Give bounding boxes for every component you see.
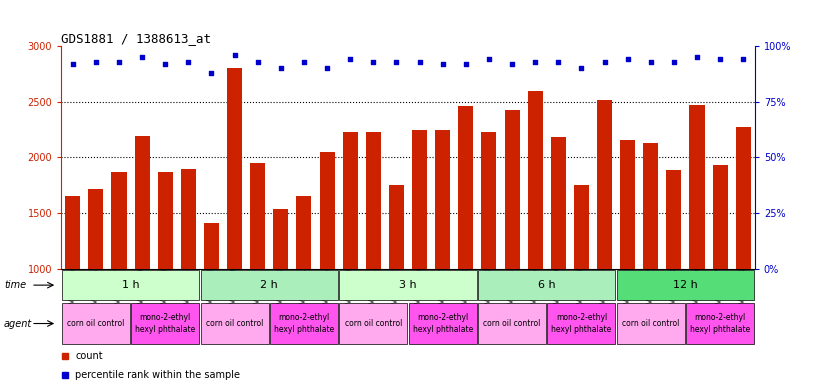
Point <box>344 56 357 63</box>
Bar <box>273 209 288 380</box>
Text: 6 h: 6 h <box>538 280 556 290</box>
Bar <box>690 105 704 380</box>
Point <box>529 59 542 65</box>
Bar <box>459 106 473 380</box>
FancyBboxPatch shape <box>62 270 199 300</box>
FancyBboxPatch shape <box>548 303 615 344</box>
Text: GDS1881 / 1388613_at: GDS1881 / 1388613_at <box>61 32 211 45</box>
Point <box>89 59 102 65</box>
Point <box>667 59 681 65</box>
Point <box>459 61 472 67</box>
Point <box>690 54 703 60</box>
Bar <box>181 169 196 380</box>
Text: 12 h: 12 h <box>673 280 698 290</box>
FancyBboxPatch shape <box>617 303 685 344</box>
Bar <box>227 68 242 380</box>
Point <box>321 65 334 71</box>
Point <box>713 56 726 63</box>
Bar <box>296 197 312 380</box>
Bar <box>551 137 565 380</box>
FancyBboxPatch shape <box>339 303 407 344</box>
Bar <box>736 127 751 380</box>
Point <box>621 56 634 63</box>
Bar <box>343 132 357 380</box>
Bar <box>251 163 265 380</box>
Bar <box>481 132 496 380</box>
Text: mono-2-ethyl
hexyl phthalate: mono-2-ethyl hexyl phthalate <box>135 313 195 334</box>
Bar <box>112 172 126 380</box>
FancyBboxPatch shape <box>201 270 338 300</box>
Bar <box>204 223 219 380</box>
Point <box>297 59 310 65</box>
Point <box>366 59 379 65</box>
Bar <box>88 189 104 380</box>
Text: agent: agent <box>4 318 33 329</box>
Bar <box>620 140 635 380</box>
Point <box>737 56 750 63</box>
Point <box>552 59 565 65</box>
FancyBboxPatch shape <box>131 303 199 344</box>
Text: corn oil control: corn oil control <box>206 319 264 328</box>
Point <box>182 59 195 65</box>
Bar <box>643 143 659 380</box>
Point <box>251 59 264 65</box>
Bar <box>667 170 681 380</box>
Point <box>205 70 218 76</box>
Bar <box>435 129 450 380</box>
FancyBboxPatch shape <box>339 270 477 300</box>
Text: corn oil control: corn oil control <box>483 319 541 328</box>
Point <box>505 61 518 67</box>
Text: 3 h: 3 h <box>399 280 417 290</box>
Bar <box>389 185 404 380</box>
Text: percentile rank within the sample: percentile rank within the sample <box>75 370 240 380</box>
Bar <box>366 132 381 380</box>
FancyBboxPatch shape <box>617 270 754 300</box>
Text: mono-2-ethyl
hexyl phthalate: mono-2-ethyl hexyl phthalate <box>552 313 611 334</box>
Point <box>135 54 149 60</box>
Point <box>413 59 426 65</box>
FancyBboxPatch shape <box>686 303 754 344</box>
Point <box>66 61 79 67</box>
Text: mono-2-ethyl
hexyl phthalate: mono-2-ethyl hexyl phthalate <box>274 313 334 334</box>
Point <box>598 59 611 65</box>
FancyBboxPatch shape <box>62 303 130 344</box>
Text: mono-2-ethyl
hexyl phthalate: mono-2-ethyl hexyl phthalate <box>413 313 472 334</box>
FancyBboxPatch shape <box>409 303 477 344</box>
Point <box>482 56 495 63</box>
Text: 1 h: 1 h <box>122 280 140 290</box>
Text: time: time <box>4 280 26 290</box>
Bar <box>504 109 520 380</box>
Text: corn oil control: corn oil control <box>622 319 680 328</box>
Bar <box>412 129 427 380</box>
Bar <box>157 172 173 380</box>
Bar <box>574 185 589 380</box>
Point <box>574 65 588 71</box>
Point <box>113 59 126 65</box>
Bar <box>320 152 335 380</box>
FancyBboxPatch shape <box>270 303 338 344</box>
Text: 2 h: 2 h <box>260 280 278 290</box>
Point <box>228 52 241 58</box>
FancyBboxPatch shape <box>478 270 615 300</box>
Bar <box>712 165 728 380</box>
Point <box>158 61 171 67</box>
Text: mono-2-ethyl
hexyl phthalate: mono-2-ethyl hexyl phthalate <box>690 313 750 334</box>
Bar <box>528 91 543 380</box>
Bar <box>65 197 80 380</box>
FancyBboxPatch shape <box>478 303 546 344</box>
Point <box>436 61 449 67</box>
Bar <box>597 99 612 380</box>
Text: corn oil control: corn oil control <box>344 319 402 328</box>
Text: count: count <box>75 351 103 361</box>
Point <box>644 59 657 65</box>
FancyBboxPatch shape <box>201 303 268 344</box>
Point <box>390 59 403 65</box>
Point <box>274 65 287 71</box>
Text: corn oil control: corn oil control <box>67 319 125 328</box>
Bar <box>135 136 149 380</box>
